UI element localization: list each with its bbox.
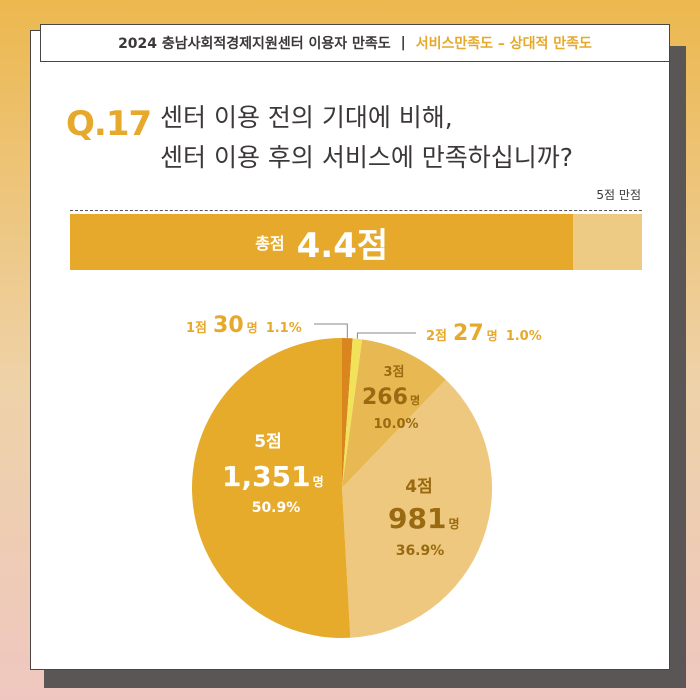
question-number: Q.17 [66,104,152,144]
slice-3-percent: 10.0% [373,417,418,432]
pie-slice-5 [191,338,351,639]
score-bar-fill: 총점 4.4점 [70,214,574,270]
total-score-label: 총점 [255,234,285,253]
score-bar-track: 총점 4.4점 [70,214,642,270]
pie-slice-3 [342,339,446,488]
slice-2-label: 2점 27 명 1.0% [426,321,542,346]
max-score-label: 5점 만점 [596,188,641,202]
slice-5-count: 1,351 명 [222,460,324,493]
callout-line-1 [314,323,348,339]
question-line-1: 센터 이용 전의 기대에 비해, [160,103,453,132]
slice-4-count: 981 명 [388,502,460,535]
slice-3-count: 266 명 [362,385,420,410]
slice-4-name: 4점 [405,477,432,497]
question-line-2: 센터 이용 후의 서비스에 만족하십니까? [160,143,574,172]
slice-5-name: 5점 [254,432,281,452]
header-title: 2024 충남사회적경제지원센터 이용자 만족도 [118,36,391,52]
dotted-divider [70,210,642,211]
slice-1-label: 1점 30 명 1.1% [186,313,302,338]
pie-slice-4 [342,379,492,638]
total-score-value: 4.4점 [296,225,389,266]
pie-slice-1 [342,338,353,488]
pie-slice-2 [342,338,363,488]
header-subtitle: 서비스만족도 – 상대적 만족도 [415,36,592,52]
slice-4-percent: 36.9% [396,543,445,559]
callout-line-2 [356,332,416,339]
slice-3-name: 3점 [383,365,404,380]
header-separator: | [400,35,406,51]
question-text: 센터 이용 전의 기대에 비해, 센터 이용 후의 서비스에 만족하십니까? [160,98,640,178]
page-header: 2024 충남사회적경제지원센터 이용자 만족도 | 서비스만족도 – 상대적 … [40,24,670,62]
slice-5-percent: 50.9% [252,500,301,516]
